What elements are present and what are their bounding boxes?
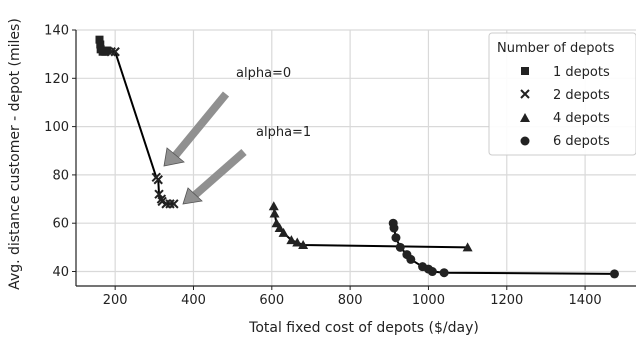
point-4-depots <box>278 227 289 237</box>
point-2-depots <box>165 199 175 209</box>
point-6-depots <box>395 242 405 252</box>
annotation-arrowhead-alpha0 <box>163 147 185 167</box>
point-6-depots <box>439 268 449 278</box>
annotation-arrow-alpha0 <box>171 91 230 159</box>
x-tick-label: 1400 <box>569 293 602 308</box>
legend-title: Number of depots <box>497 41 615 56</box>
y-tick-label: 80 <box>52 168 69 183</box>
legend: Number of depots 1 depots 2 depots 4 dep… <box>488 32 636 156</box>
point-2-depots <box>106 47 116 57</box>
x-tick-label: 1200 <box>490 293 523 308</box>
legend-entry-2: 2 depots <box>553 88 610 103</box>
point-4-depots <box>298 239 309 249</box>
legend-entry-4: 6 depots <box>553 134 610 149</box>
point-2-depots <box>161 199 171 209</box>
point-4-depots <box>292 237 303 247</box>
point-4-depots <box>462 242 473 252</box>
point-2-depots <box>169 199 179 209</box>
point-2-depots <box>110 47 120 57</box>
x-tick-label: 800 <box>338 293 363 308</box>
y-tick-label: 100 <box>44 120 69 135</box>
annotation-arrow-alpha1 <box>192 148 247 199</box>
legend-marker-circle <box>520 136 530 146</box>
annotation-arrowhead-alpha1 <box>182 187 203 205</box>
x-tick-label: 600 <box>259 293 284 308</box>
axes: 200 400 600 800 1000 1200 1400 40 60 80 100 120 140 <box>44 24 636 308</box>
legend-entry-1: 1 depots <box>553 65 610 80</box>
legend-marker-triangle <box>520 113 530 122</box>
y-tick-label: 140 <box>44 24 69 39</box>
point-2-depots <box>154 189 164 199</box>
y-axis-title: Avg. distance customer - depot (miles) <box>7 18 23 290</box>
series-line-2-depots <box>111 50 174 205</box>
y-tick-label: 120 <box>44 72 69 87</box>
legend-entry-3: 4 depots <box>553 111 610 126</box>
point-1-depots <box>103 46 112 55</box>
annotations: alpha=0 alpha=1 <box>163 66 311 205</box>
point-4-depots <box>274 223 285 233</box>
annotation-alpha0: alpha=0 <box>236 66 291 81</box>
point-4-depots <box>286 235 297 245</box>
y-tick-label: 60 <box>52 217 69 232</box>
x-tick-label: 1000 <box>412 293 445 308</box>
point-1-depots <box>95 35 104 44</box>
x-tick-label: 400 <box>181 293 206 308</box>
point-2-depots <box>153 175 163 185</box>
legend-box <box>488 32 636 156</box>
point-4-depots <box>269 208 280 218</box>
x-tick-label: 200 <box>103 293 128 308</box>
legend-marker-square <box>521 67 529 75</box>
annotation-alpha1: alpha=1 <box>256 125 311 140</box>
x-axis-title: Total fixed cost of depots ($/day) <box>248 320 479 336</box>
point-6-depots <box>427 267 437 277</box>
point-6-depots <box>391 233 401 243</box>
point-6-depots <box>609 269 619 279</box>
point-6-depots <box>389 223 399 233</box>
y-tick-label: 40 <box>52 265 69 280</box>
data-layer <box>95 35 619 279</box>
point-4-depots <box>268 201 279 211</box>
point-1-depots <box>96 40 105 49</box>
point-6-depots <box>406 254 416 264</box>
legend-marker-x <box>520 89 530 99</box>
